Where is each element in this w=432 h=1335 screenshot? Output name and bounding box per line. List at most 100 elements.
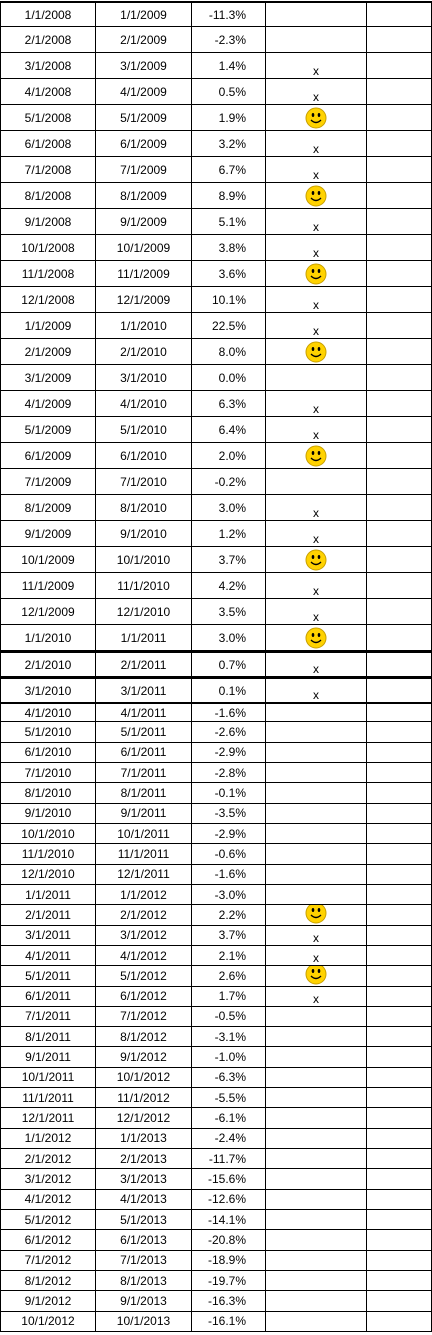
- start-date-text: 6/1/2008: [24, 136, 72, 151]
- blank-cell: [367, 742, 432, 763]
- table-row: 2/1/2010 2/1/2011 0.7% x: [0, 651, 432, 677]
- change-cell: -2.6%: [192, 722, 266, 743]
- table-row: 6/1/2012 6/1/2013 -20.8%: [0, 1230, 432, 1251]
- change-cell: 3.8%: [192, 235, 266, 261]
- table-row: 2/1/2008 2/1/2009 -2.3%: [0, 27, 432, 53]
- table-row: 5/1/2009 5/1/2010 6.4% x: [0, 417, 432, 443]
- change-cell: 8.9%: [192, 183, 266, 209]
- end-date-cell: 8/1/2012: [96, 1027, 192, 1048]
- start-date-cell: 7/1/2010: [0, 762, 96, 784]
- start-date-cell: 1/1/2008: [0, 3, 96, 27]
- blank-cell: [367, 53, 432, 79]
- end-date-text: 7/1/2010: [120, 474, 167, 489]
- end-date-cell: 12/1/2009: [96, 287, 192, 313]
- start-date-text: 2/1/2009: [24, 344, 72, 359]
- start-date-cell: 2/1/2008: [0, 27, 96, 53]
- end-date-text: 3/1/2010: [120, 370, 167, 385]
- change-cell: 3.6%: [192, 261, 266, 287]
- table-row: 2/1/2011 2/1/2012 2.2%: [0, 905, 432, 926]
- change-text: -1.0%: [214, 1050, 246, 1065]
- start-date-text: 4/1/2011: [25, 948, 71, 963]
- start-date-text: 3/1/2008: [24, 58, 72, 73]
- start-date-cell: 7/1/2008: [0, 157, 96, 183]
- marker-cell: [266, 1169, 367, 1190]
- change-cell: 3.0%: [192, 625, 266, 651]
- blank-cell: [367, 287, 432, 313]
- change-text: 3.0%: [218, 500, 246, 515]
- end-date-text: 11/1/2011: [117, 846, 170, 861]
- start-date-cell: 6/1/2008: [0, 131, 96, 157]
- marker-cell: x: [266, 391, 367, 417]
- table-row: 5/1/2010 5/1/2011 -2.6%: [0, 722, 432, 743]
- change-text: -2.4%: [214, 1131, 246, 1146]
- smiley-icon: [305, 905, 327, 924]
- change-cell: -5.5%: [192, 1088, 266, 1109]
- change-text: 6.3%: [218, 396, 246, 411]
- start-date-text: 12/1/2011: [21, 1111, 75, 1126]
- blank-cell: [367, 1149, 432, 1170]
- table-row: 7/1/2010 7/1/2011 -2.8%: [0, 762, 432, 784]
- start-date-cell: 10/1/2009: [0, 547, 96, 573]
- change-cell: 10.1%: [192, 287, 266, 313]
- marker-cell: [266, 1088, 367, 1109]
- smiley-icon: [305, 185, 327, 207]
- table-row: 10/1/2009 10/1/2010 3.7%: [0, 547, 432, 573]
- change-text: 6.4%: [218, 422, 246, 437]
- end-date-text: 5/1/2013: [120, 1212, 167, 1227]
- change-text: 1.2%: [218, 526, 246, 541]
- blank-cell: [367, 183, 432, 209]
- table-row: 4/1/2012 4/1/2013 -12.6%: [0, 1189, 432, 1211]
- end-date-text: 7/1/2009: [120, 162, 167, 177]
- marker-cell: [266, 722, 367, 743]
- start-date-text: 1/1/2011: [25, 887, 71, 902]
- end-date-cell: 3/1/2012: [96, 925, 192, 946]
- start-date-text: 1/1/2009: [24, 318, 72, 333]
- end-date-cell: 2/1/2010: [96, 339, 192, 365]
- start-date-text: 8/1/2010: [24, 785, 72, 800]
- start-date-text: 11/1/2008: [21, 266, 75, 281]
- change-cell: 6.7%: [192, 157, 266, 183]
- change-cell: 2.6%: [192, 966, 266, 987]
- smiley-marker: [305, 966, 327, 985]
- table-row: 6/1/2009 6/1/2010 2.0%: [0, 443, 432, 469]
- marker-cell: [266, 1230, 367, 1251]
- change-text: -2.9%: [214, 826, 246, 841]
- table-row: 4/1/2011 4/1/2012 2.1% x: [0, 945, 432, 967]
- change-cell: -2.9%: [192, 823, 266, 845]
- change-text: 4.2%: [218, 578, 246, 593]
- table-row: 12/1/2009 12/1/2010 3.5% x: [0, 599, 432, 625]
- x-mark: x: [313, 402, 319, 416]
- change-cell: 1.7%: [192, 986, 266, 1007]
- start-date-cell: 5/1/2009: [0, 417, 96, 443]
- blank-cell: [367, 864, 432, 885]
- start-date-cell: 1/1/2009: [0, 313, 96, 339]
- end-date-cell: 5/1/2013: [96, 1210, 192, 1231]
- x-mark: x: [313, 506, 319, 520]
- marker-cell: x: [266, 573, 367, 599]
- x-mark: x: [313, 324, 319, 338]
- blank-cell: [367, 1027, 432, 1048]
- smiley-icon: [305, 966, 327, 984]
- start-date-text: 8/1/2009: [24, 500, 72, 515]
- end-date-cell: 8/1/2011: [96, 783, 192, 804]
- end-date-cell: 6/1/2009: [96, 131, 192, 157]
- marker-cell: x: [266, 679, 367, 703]
- start-date-cell: 10/1/2012: [0, 1311, 96, 1332]
- start-date-text: 3/1/2010: [24, 683, 72, 698]
- change-cell: 3.7%: [192, 925, 266, 946]
- change-cell: -2.8%: [192, 762, 266, 784]
- blank-cell: [367, 1311, 432, 1332]
- start-date-text: 10/1/2010: [21, 826, 75, 841]
- marker-cell: [266, 966, 367, 987]
- change-text: 2.1%: [218, 948, 246, 963]
- table-row: 11/1/2009 11/1/2010 4.2% x: [0, 573, 432, 599]
- table-row: 12/1/2008 12/1/2009 10.1% x: [0, 287, 432, 313]
- table-row: 3/1/2010 3/1/2011 0.1% x: [0, 677, 432, 703]
- table-row: 4/1/2009 4/1/2010 6.3% x: [0, 391, 432, 417]
- change-cell: -2.4%: [192, 1128, 266, 1150]
- blank-cell: [367, 823, 432, 845]
- blank-cell: [367, 1108, 432, 1129]
- marker-cell: [266, 1067, 367, 1089]
- blank-cell: [367, 417, 432, 443]
- start-date-text: 10/1/2008: [21, 240, 75, 255]
